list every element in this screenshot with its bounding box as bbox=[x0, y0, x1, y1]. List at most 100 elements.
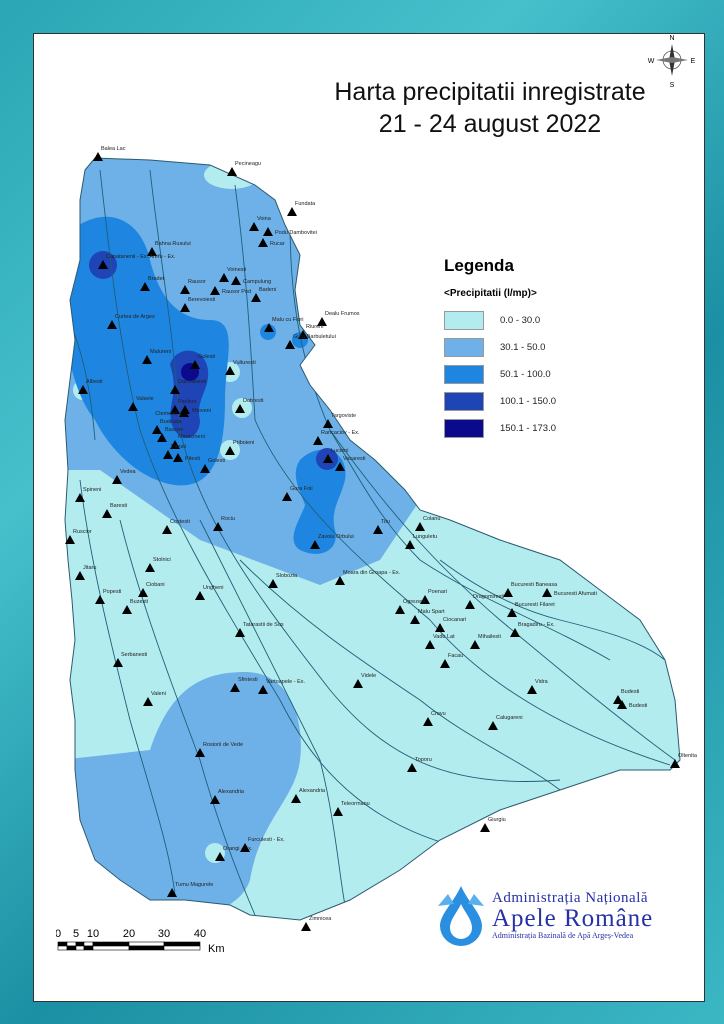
station[interactable]: Zimnicea bbox=[301, 916, 332, 931]
station[interactable]: Gura Foii bbox=[282, 486, 313, 501]
station[interactable]: Dealu Frumos bbox=[317, 311, 360, 326]
station[interactable]: Vulturesti bbox=[225, 360, 256, 375]
station[interactable]: Teleormanu bbox=[333, 801, 370, 816]
station[interactable]: Buzesti bbox=[122, 599, 148, 614]
station[interactable]: Riureni bbox=[298, 324, 323, 339]
station[interactable]: Golesti bbox=[200, 458, 225, 473]
station[interactable]: Bradet bbox=[140, 276, 165, 291]
station[interactable]: Vacaresti bbox=[335, 456, 366, 471]
station[interactable]: Bucuresti Baneasa bbox=[503, 582, 558, 597]
station[interactable]: Zavoiu Orbului bbox=[310, 534, 354, 549]
station[interactable]: Rosiorii de Vede bbox=[195, 742, 243, 757]
station-label: Podu Dambovitei bbox=[275, 230, 317, 236]
station[interactable]: Moara din Groapa - Ex. bbox=[335, 570, 401, 585]
station[interactable]: Badeni bbox=[251, 287, 276, 302]
station[interactable]: Calugareni bbox=[488, 715, 523, 730]
station[interactable]: Costesti bbox=[162, 519, 190, 534]
station[interactable]: Ruscior bbox=[65, 529, 92, 544]
station[interactable]: Rancaciov - Ex. bbox=[313, 430, 360, 445]
station[interactable]: Balea Lac bbox=[93, 146, 126, 161]
station[interactable]: Ciobani bbox=[138, 582, 165, 597]
station[interactable]: Malu cu Flori bbox=[264, 317, 303, 332]
station[interactable]: Dobresti bbox=[235, 398, 263, 413]
station-label: Costesti bbox=[170, 519, 190, 525]
station[interactable]: Capatanenii - Ex. Arefu - Ex. bbox=[98, 254, 176, 269]
station[interactable]: Bucuresti Afumati bbox=[542, 588, 597, 597]
station[interactable]: Rausor Pod bbox=[210, 286, 251, 295]
station[interactable]: Campulung bbox=[231, 276, 271, 285]
station-label: Vulturesti bbox=[233, 360, 256, 366]
station[interactable]: Slobozia bbox=[268, 573, 298, 588]
station[interactable]: Vedea bbox=[112, 469, 137, 484]
station[interactable]: Berevoiesti bbox=[180, 297, 215, 312]
station[interactable]: Pacleni bbox=[170, 399, 196, 414]
station[interactable]: Facau bbox=[440, 653, 463, 668]
station[interactable]: Darmanesti bbox=[170, 379, 206, 394]
station[interactable]: Orangi - Ex. bbox=[215, 846, 253, 861]
station[interactable]: Curtea de Arges bbox=[107, 314, 155, 329]
station[interactable]: Spineni bbox=[75, 487, 101, 502]
station[interactable]: Titu bbox=[373, 519, 390, 534]
station[interactable]: Vidra bbox=[527, 679, 549, 694]
station[interactable]: Pitesti bbox=[163, 444, 186, 459]
station[interactable]: Ciocanari bbox=[435, 617, 466, 632]
station[interactable]: Malureni bbox=[142, 349, 171, 364]
station[interactable]: Bahna Rusului bbox=[147, 241, 191, 256]
station[interactable]: Popesti bbox=[95, 589, 121, 604]
station[interactable]: Bucuresti Filaret bbox=[507, 602, 555, 617]
station[interactable]: Videle bbox=[353, 673, 376, 688]
station[interactable]: Fundata bbox=[287, 201, 316, 216]
station[interactable]: Maracineni bbox=[170, 434, 205, 449]
station[interactable]: Vadu Lat bbox=[425, 634, 455, 649]
station[interactable]: Alexandria bbox=[291, 788, 326, 803]
station[interactable]: Poenari bbox=[420, 589, 447, 604]
station[interactable]: Pecineagu bbox=[227, 161, 261, 176]
station[interactable]: Serbanesti bbox=[113, 652, 147, 667]
station[interactable]: Oltenita bbox=[670, 753, 698, 768]
station[interactable]: Vartoapele - Ex. bbox=[258, 679, 306, 694]
legend-label: 30.1 - 50.0 bbox=[500, 342, 546, 353]
station[interactable]: Budesti bbox=[613, 689, 639, 704]
station[interactable]: Budeasa bbox=[152, 419, 183, 434]
station-label: Bascov bbox=[165, 427, 183, 433]
station[interactable]: Toporu bbox=[407, 757, 432, 772]
station[interactable]: Tumu Magurele bbox=[167, 882, 213, 897]
station[interactable]: Lunguletu bbox=[405, 534, 437, 549]
station[interactable]: Bascov bbox=[157, 427, 183, 442]
station[interactable]: Dragomiresti bbox=[465, 594, 504, 609]
station[interactable]: Pitesti bbox=[173, 453, 200, 462]
station[interactable]: Rausor bbox=[180, 279, 206, 294]
station[interactable]: Valeni bbox=[143, 691, 166, 706]
station[interactable]: Tatarastii de Sus bbox=[235, 622, 284, 637]
station[interactable]: Ungheni bbox=[195, 585, 224, 600]
station[interactable]: Podu Dambovitei bbox=[263, 227, 317, 236]
station[interactable]: Rociu bbox=[213, 516, 235, 531]
station[interactable]: Voina bbox=[249, 216, 272, 231]
station[interactable]: Stolnici bbox=[145, 557, 171, 572]
station[interactable]: Priboieni bbox=[225, 440, 254, 455]
station[interactable]: Voinesti bbox=[219, 267, 246, 282]
station-triangle-icon bbox=[415, 522, 425, 531]
station[interactable]: Rucar bbox=[258, 238, 285, 247]
station[interactable]: Baresti bbox=[102, 503, 127, 518]
station[interactable]: Targoviste bbox=[323, 413, 356, 428]
station[interactable]: Alexandria bbox=[210, 789, 245, 804]
station[interactable]: Lucieni bbox=[323, 448, 348, 463]
station[interactable]: Budesti bbox=[617, 700, 647, 709]
scale-tick: 20 bbox=[123, 928, 135, 940]
station[interactable]: Jitaru bbox=[75, 565, 96, 580]
station[interactable]: Malu Spart bbox=[410, 609, 445, 624]
station[interactable]: Furculesti - Ex. bbox=[240, 837, 285, 852]
station[interactable]: Mihailesti bbox=[470, 634, 501, 649]
station[interactable]: Clementi bbox=[155, 408, 189, 417]
station[interactable]: Sfintesti bbox=[230, 677, 258, 692]
station[interactable]: Gura Barbuletului bbox=[285, 334, 336, 349]
station[interactable]: Albesti bbox=[78, 379, 103, 394]
station[interactable]: Golesti bbox=[190, 354, 215, 369]
station[interactable]: Bragadiru - Ex. bbox=[510, 622, 555, 637]
station[interactable]: Valsele bbox=[128, 396, 154, 411]
station[interactable]: Ogrezeni bbox=[395, 599, 425, 614]
station[interactable]: Crovu bbox=[423, 711, 446, 726]
station[interactable]: Giurgiu bbox=[480, 817, 506, 832]
station[interactable]: Colanu bbox=[415, 516, 440, 531]
